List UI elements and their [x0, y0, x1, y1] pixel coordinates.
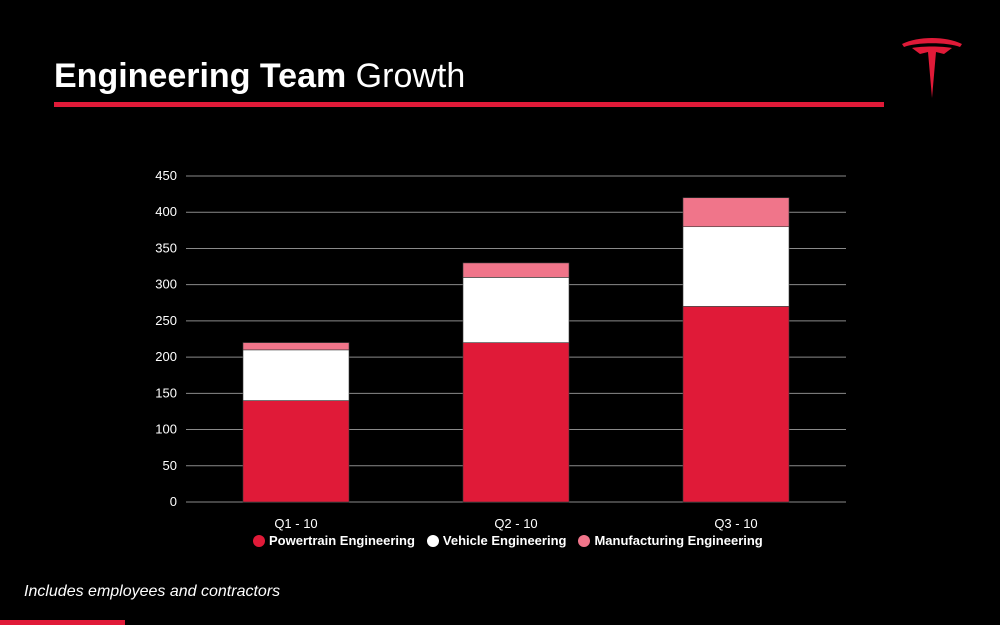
- y-tick-label: 350: [155, 240, 177, 255]
- bar-manufacturing: [462, 262, 570, 278]
- title-bold: Engineering Team: [54, 57, 347, 95]
- y-tick-label: 200: [155, 349, 177, 364]
- legend-swatch-manufacturing: [578, 534, 591, 547]
- x-tick-label: Q2 - 10: [494, 516, 537, 531]
- bottom-accent-bar: [0, 620, 125, 625]
- y-tick-label: 300: [155, 277, 177, 292]
- legend: Powertrain Engineering Vehicle Engineeri…: [253, 533, 775, 548]
- tesla-logo-icon: [902, 38, 962, 98]
- title-light: Growth: [355, 57, 466, 95]
- y-tick-label: 400: [155, 204, 177, 219]
- legend-label-manufacturing: Manufacturing Engineering: [594, 533, 763, 548]
- y-tick-label: 450: [155, 168, 177, 183]
- x-tick-label: Q1 - 10: [274, 516, 317, 531]
- bar-manufacturing: [682, 197, 790, 228]
- legend-swatch-powertrain: [253, 534, 265, 547]
- y-axis-ticks: 0 50 100 150 200 250 300 350 400 450: [155, 168, 177, 509]
- bar-vehicle: [682, 226, 790, 307]
- bar-manufacturing: [242, 342, 350, 351]
- bars: [242, 197, 790, 503]
- bar-vehicle: [242, 349, 350, 401]
- bar-vehicle: [462, 277, 570, 343]
- x-tick-label: Q3 - 10: [714, 516, 757, 531]
- bar-powertrain: [682, 306, 790, 503]
- legend-item-manufacturing: Manufacturing Engineering: [578, 533, 763, 548]
- y-tick-label: 150: [155, 385, 177, 400]
- legend-item-vehicle: Vehicle Engineering: [426, 533, 567, 548]
- y-tick-label: 50: [163, 458, 177, 473]
- y-tick-label: 100: [155, 422, 177, 437]
- y-tick-label: 250: [155, 313, 177, 328]
- bar-powertrain: [242, 400, 350, 503]
- x-axis-labels: Q1 - 10 Q2 - 10 Q3 - 10: [274, 516, 757, 531]
- legend-item-powertrain: Powertrain Engineering: [253, 533, 415, 548]
- footnote: Includes employees and contractors: [24, 583, 281, 600]
- page-title: Engineering Team Growth: [54, 56, 465, 96]
- bar-powertrain: [462, 342, 570, 503]
- legend-label-powertrain: Powertrain Engineering: [269, 533, 415, 548]
- y-tick-label: 0: [170, 494, 177, 509]
- legend-swatch-vehicle: [426, 534, 439, 547]
- title-underline: [54, 102, 884, 107]
- legend-label-vehicle: Vehicle Engineering: [442, 533, 567, 548]
